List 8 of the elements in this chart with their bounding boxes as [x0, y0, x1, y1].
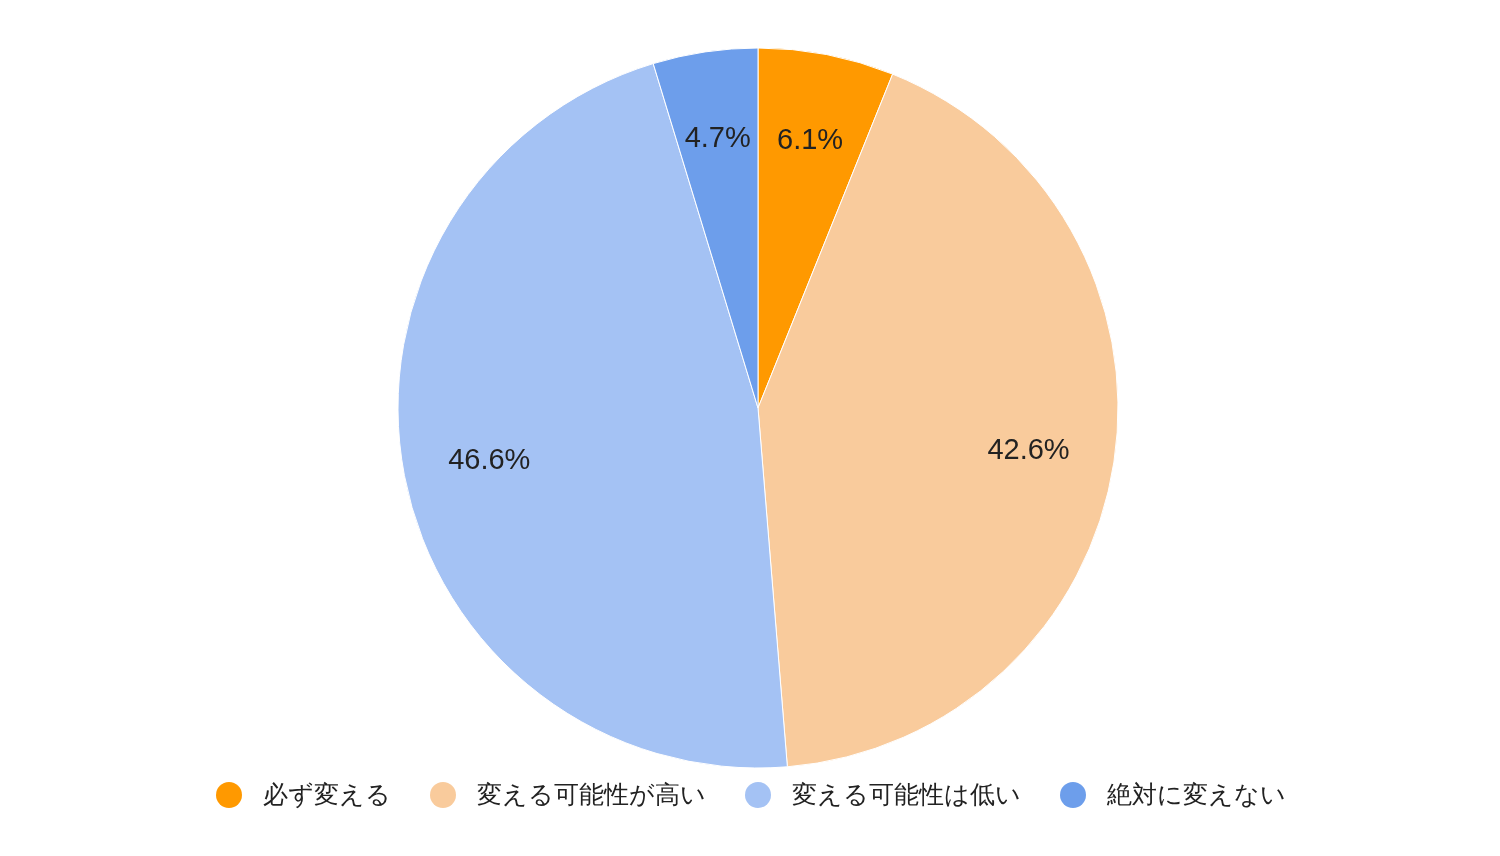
data-label: 6.1%: [777, 123, 844, 156]
data-label: 46.6%: [448, 443, 531, 476]
data-label: 42.6%: [987, 433, 1070, 466]
legend-label: 変える可能性が高い: [476, 779, 706, 810]
legend-label: 変える可能性は低い: [791, 779, 1021, 810]
data-label: 4.7%: [684, 121, 751, 154]
legend-label: 絶対に変えない: [1106, 779, 1286, 810]
legend-label: 必ず変える: [262, 779, 391, 810]
